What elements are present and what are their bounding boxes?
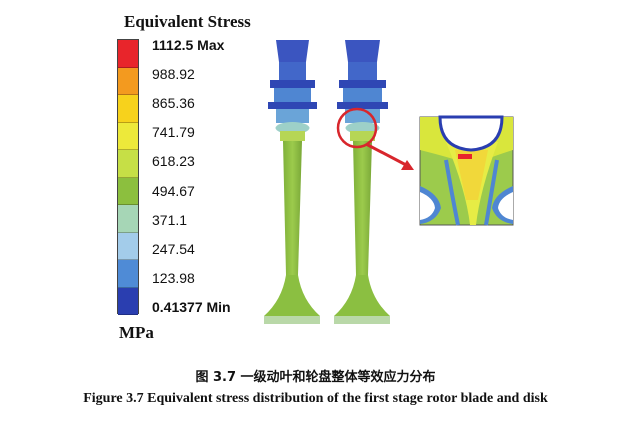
legend-level-label: 494.67 (152, 182, 195, 199)
legend-title: Equivalent Stress (124, 12, 251, 31)
fea-stress-figure (264, 40, 514, 324)
legend-unit: MPa (119, 323, 154, 342)
legend-level-label: 618.23 (152, 153, 195, 170)
color-scale-segment (118, 95, 138, 123)
color-scale-segment (118, 122, 138, 150)
detail-inset (419, 115, 514, 226)
legend-level-label: 1112.5 Max (152, 37, 225, 53)
rotor-model-right (334, 40, 414, 324)
highlight-arrow (365, 142, 409, 168)
color-scale-bar (117, 39, 139, 315)
left-blade-stem (283, 141, 302, 275)
color-scale-segment (118, 260, 138, 288)
rotor-model-left (264, 40, 320, 324)
right-disk-top (345, 40, 380, 62)
color-scale-segment (118, 40, 138, 68)
legend-level-label: 0.41377 Min (152, 299, 231, 315)
legend-level-label: 865.36 (152, 95, 195, 112)
left-blade-tip (264, 275, 320, 316)
legend-level-label: 247.54 (152, 240, 195, 257)
color-scale-segment (118, 67, 138, 95)
figure-caption-chinese: 图 3.7 一级动叶和轮盘整体等效应力分布 (195, 370, 436, 385)
right-blade-tip (334, 275, 390, 316)
figure-caption-english: Figure 3.7 Equivalent stress distributio… (83, 391, 548, 406)
legend-level-label: 371.1 (152, 211, 188, 228)
left-disk-top (276, 40, 309, 62)
color-scale-segment (118, 287, 138, 315)
legend-level-label: 741.79 (152, 124, 195, 141)
color-scale-segment (118, 150, 138, 178)
color-scale-segment (118, 177, 138, 205)
color-scale-segment (118, 232, 138, 260)
highlight-circle (336, 107, 378, 149)
color-scale-segment (118, 205, 138, 233)
left-disk-hub (279, 62, 306, 80)
legend-level-label: 123.98 (152, 269, 195, 286)
right-blade-stem (353, 141, 372, 275)
legend-level-label: 988.92 (152, 66, 195, 83)
